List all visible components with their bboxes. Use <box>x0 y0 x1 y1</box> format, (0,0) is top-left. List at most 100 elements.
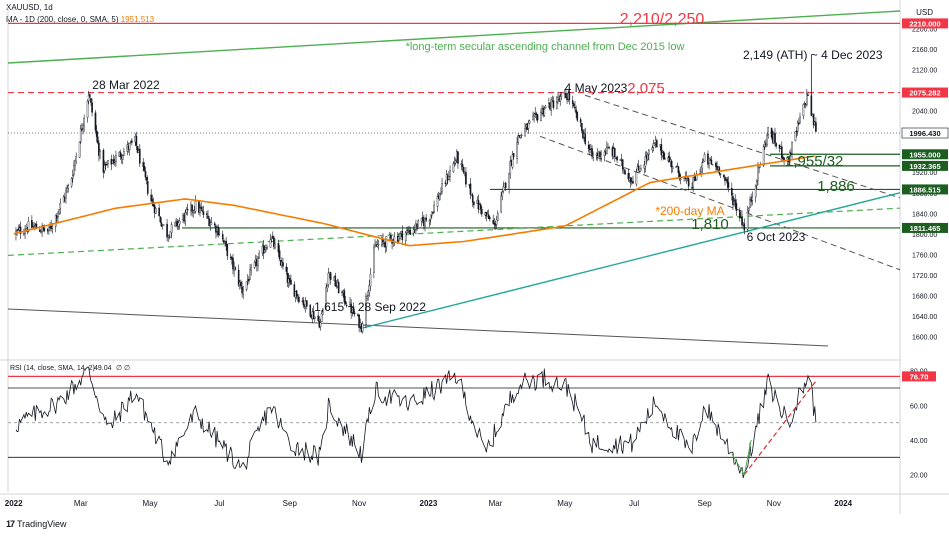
candle-body <box>723 174 725 177</box>
candle-body <box>295 290 298 297</box>
candle <box>743 218 746 235</box>
candle-body <box>719 173 722 175</box>
candle-body <box>432 211 434 214</box>
annotation-label: 1,615 ~ 28 Sep 2022 <box>314 300 426 314</box>
candle-body <box>121 155 124 160</box>
candle <box>502 181 505 194</box>
price-tag-label: 1996.430 <box>909 129 940 138</box>
candle <box>550 96 552 116</box>
price-tag-label: 1886.515 <box>909 185 940 194</box>
candle-body <box>16 229 18 232</box>
candle-body <box>457 151 459 164</box>
candle-body <box>240 282 242 287</box>
candle <box>393 232 396 247</box>
candle <box>78 141 81 159</box>
candle-body <box>429 214 432 220</box>
candle <box>471 192 474 208</box>
price-tag-box <box>902 149 948 160</box>
candle <box>536 113 539 123</box>
candle <box>421 211 424 224</box>
candle <box>599 150 601 162</box>
candle <box>616 155 618 163</box>
candle <box>524 123 526 137</box>
candle-body <box>591 148 593 157</box>
candle <box>560 91 563 101</box>
candle <box>670 159 673 174</box>
candle-body <box>624 170 626 175</box>
x-tick-label: Sep <box>697 499 712 508</box>
candle <box>799 112 801 125</box>
candle-body <box>775 143 777 147</box>
candle-body <box>799 116 801 123</box>
candle-body <box>159 216 162 223</box>
candle-body <box>519 135 522 138</box>
candle-body <box>516 142 518 159</box>
candle-body <box>767 127 769 136</box>
candle <box>210 217 213 225</box>
candle-body <box>57 212 59 218</box>
candle <box>158 203 160 217</box>
y-tick-label: 1920.00 <box>912 170 937 177</box>
candle-body <box>258 253 260 259</box>
candle-body <box>409 230 412 234</box>
candle <box>121 154 124 165</box>
candle <box>135 131 138 150</box>
candle <box>775 142 777 149</box>
candle-body <box>406 230 408 234</box>
candle <box>581 123 583 133</box>
candle <box>312 305 315 320</box>
candle <box>812 113 815 129</box>
candle-body <box>703 154 706 162</box>
candle-body <box>358 314 360 328</box>
candle <box>154 207 157 215</box>
candle-body <box>154 207 157 214</box>
candle <box>781 141 783 163</box>
candle-body <box>651 147 654 151</box>
candle <box>725 177 727 182</box>
y-axis: 1600.00 1640.00 1680.00 1720.00 1760.00 1800.… <box>912 27 937 342</box>
y-tick-label: 1600.00 <box>912 334 937 341</box>
candle <box>487 209 490 220</box>
candle-body <box>798 122 800 124</box>
candle-body <box>509 161 512 175</box>
candle <box>495 215 498 230</box>
annotation-label: 1,886 <box>817 178 855 195</box>
candle <box>285 263 288 275</box>
x-tick-label: May <box>142 499 157 508</box>
candle <box>31 215 33 230</box>
price-tag-label: 2075.282 <box>909 89 940 98</box>
candle <box>250 263 252 276</box>
candle <box>653 142 656 146</box>
candle-body <box>369 273 372 287</box>
candle-body <box>608 147 610 149</box>
price-tag-box <box>902 184 948 195</box>
candle <box>788 150 791 166</box>
candle <box>106 161 108 166</box>
candle-body <box>711 164 714 166</box>
y-tick-label: 1800.00 <box>912 232 937 239</box>
y-tick-label: 2160.00 <box>912 47 937 54</box>
candle-body <box>273 237 275 247</box>
candle <box>438 192 441 201</box>
candle <box>271 231 274 240</box>
y-tick-label: 2200.00 <box>912 27 937 34</box>
candle <box>512 153 515 160</box>
candle <box>796 120 799 136</box>
candle <box>24 225 26 240</box>
candle <box>517 133 520 146</box>
y-tick-label: 1720.00 <box>912 273 937 280</box>
candle <box>413 224 416 234</box>
candle <box>266 244 268 250</box>
candle <box>40 228 42 234</box>
candle <box>325 282 327 310</box>
candle <box>509 155 512 179</box>
candle-body <box>367 291 370 296</box>
candle <box>201 206 204 213</box>
candle-body <box>653 143 656 146</box>
candle-body <box>99 151 101 158</box>
candle-body <box>184 212 187 222</box>
candle-body <box>399 233 401 239</box>
candle <box>119 149 122 161</box>
candle <box>225 237 227 251</box>
candle-body <box>185 209 188 213</box>
